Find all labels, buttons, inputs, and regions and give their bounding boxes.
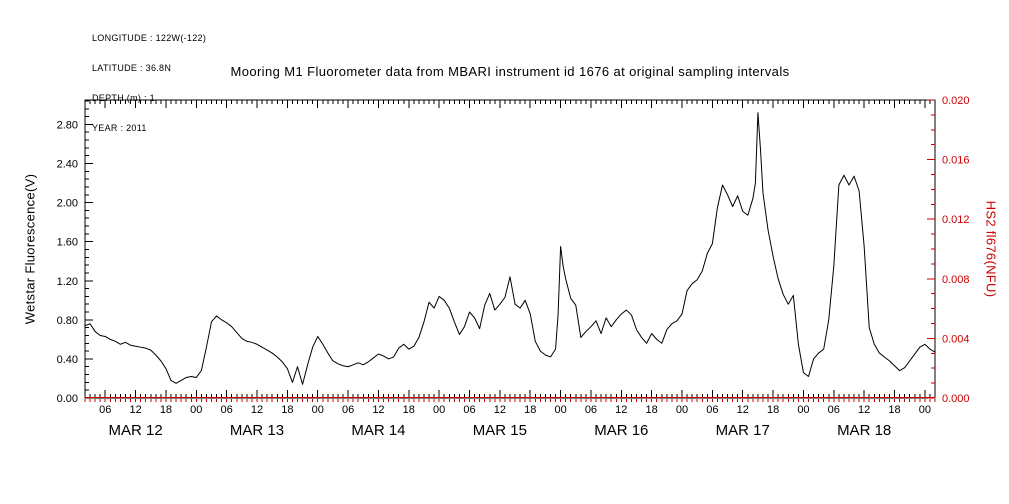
x-time-tick-label: 18: [767, 404, 779, 416]
x-time-tick-label: 12: [494, 404, 506, 416]
y-right-tick-label: 0.020: [942, 95, 970, 107]
y-right-tick-label: 0.004: [942, 333, 970, 345]
x-date-label: MAR 18: [837, 422, 891, 439]
x-time-tick-label: 06: [221, 404, 233, 416]
metadata-line-depth: DEPTH (m) : 1: [92, 93, 155, 103]
metadata-block: LONGITUDE : 122W(-122) LATITUDE : 36.8N …: [92, 13, 206, 153]
y-right-tick-label: 0.000: [942, 393, 970, 405]
metadata-line-latitude: LATITUDE : 36.8N: [92, 63, 172, 73]
x-time-tick-label: 00: [797, 404, 809, 416]
y-right-tick-label: 0.012: [942, 214, 970, 226]
y-left-tick-label: 0.00: [57, 393, 78, 405]
x-time-tick-label: 06: [706, 404, 718, 416]
x-time-tick-label: 00: [190, 404, 202, 416]
x-date-label: MAR 15: [473, 422, 527, 439]
x-time-tick-label: 06: [99, 404, 111, 416]
wetstar-series-line: [84, 112, 936, 385]
x-time-tick-label: 12: [129, 404, 141, 416]
y-left-tick-label: 2.40: [57, 159, 78, 171]
x-time-tick-label: 12: [858, 404, 870, 416]
chart-title: Mooring M1 Fluorometer data from MBARI i…: [230, 64, 790, 79]
y-right-tick-label: 0.016: [942, 155, 970, 167]
y-left-tick-label: 1.60: [57, 237, 78, 249]
x-time-tick-label: 18: [403, 404, 415, 416]
x-date-label: MAR 12: [109, 422, 163, 439]
x-time-tick-label: 18: [281, 404, 293, 416]
plot-frame: [84, 99, 936, 399]
x-time-tick-label: 00: [676, 404, 688, 416]
y-left-tick-label: 2.80: [57, 119, 78, 131]
x-date-label: MAR 13: [230, 422, 284, 439]
x-time-tick-label: 06: [342, 404, 354, 416]
metadata-line-year: YEAR : 2011: [92, 123, 147, 133]
x-time-tick-label: 18: [888, 404, 900, 416]
x-date-label: MAR 17: [716, 422, 770, 439]
metadata-line-longitude: LONGITUDE : 122W(-122): [92, 33, 207, 43]
y-left-tick-label: 0.40: [57, 354, 78, 366]
x-time-tick-label: 12: [615, 404, 627, 416]
x-time-tick-label: 12: [372, 404, 384, 416]
x-date-label: MAR 14: [351, 422, 405, 439]
x-time-tick-label: 00: [554, 404, 566, 416]
x-time-tick-label: 00: [919, 404, 931, 416]
y-left-tick-label: 2.00: [57, 198, 78, 210]
x-time-tick-label: 06: [463, 404, 475, 416]
x-time-tick-label: 18: [524, 404, 536, 416]
x-time-tick-label: 06: [828, 404, 840, 416]
x-time-tick-label: 12: [737, 404, 749, 416]
y-right-tick-label: 0.008: [942, 274, 970, 286]
x-time-tick-label: 06: [585, 404, 597, 416]
x-time-tick-label: 00: [433, 404, 445, 416]
x-date-label: MAR 16: [594, 422, 648, 439]
x-time-tick-label: 12: [251, 404, 263, 416]
x-time-tick-label: 18: [160, 404, 172, 416]
y-left-tick-label: 1.20: [57, 276, 78, 288]
x-time-tick-label: 18: [646, 404, 658, 416]
y-left-tick-label: 0.80: [57, 315, 78, 327]
x-time-tick-label: 00: [312, 404, 324, 416]
